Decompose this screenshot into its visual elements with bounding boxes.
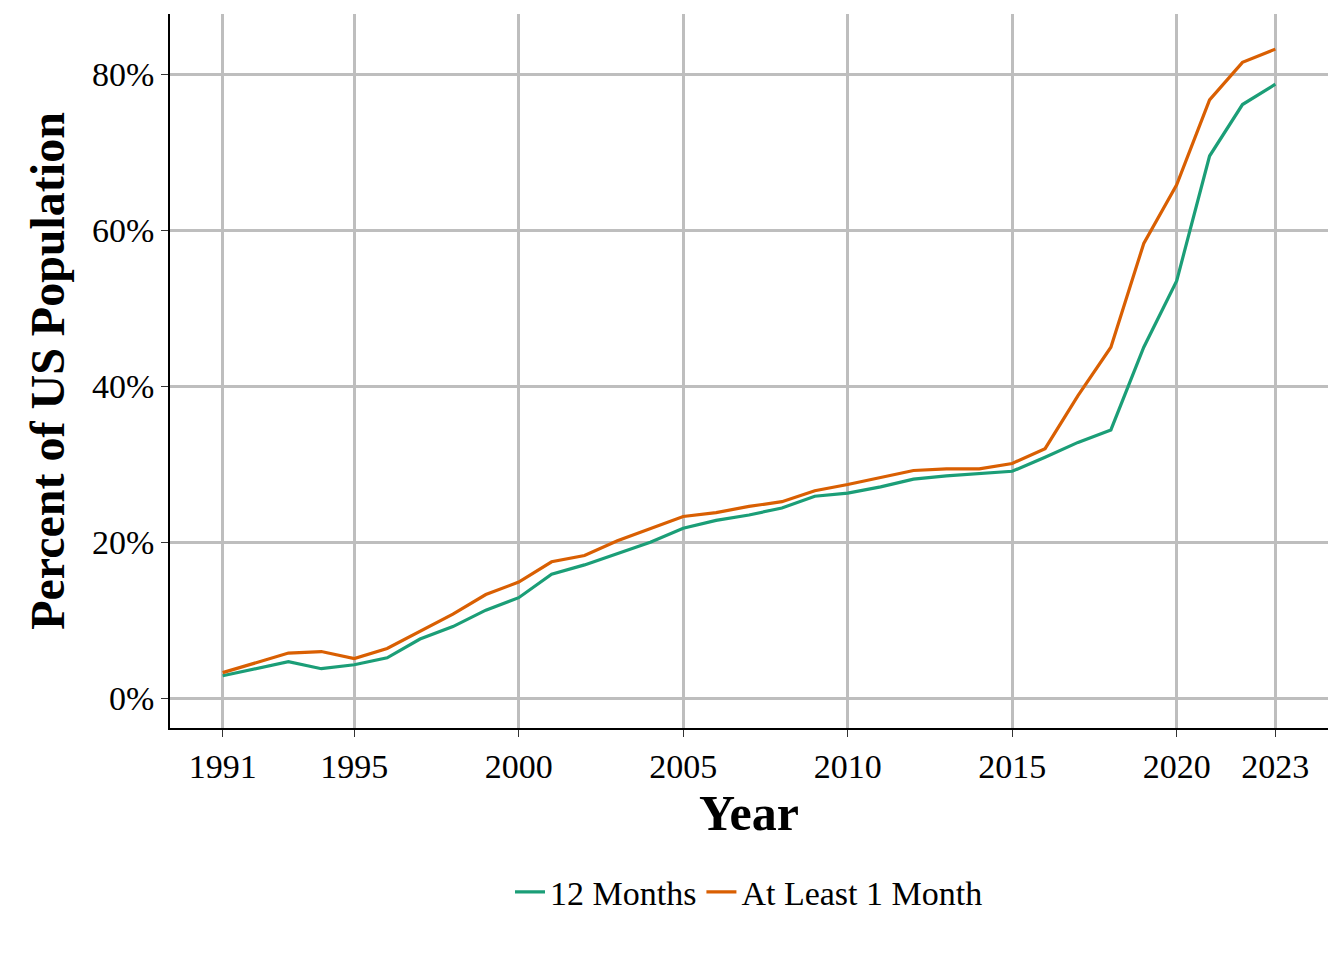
svg-text:1995: 1995 [320,748,388,785]
svg-text:2010: 2010 [814,748,882,785]
svg-text:2005: 2005 [649,748,717,785]
svg-text:2023: 2023 [1241,748,1309,785]
svg-text:2015: 2015 [978,748,1046,785]
svg-text:Percent of US Population: Percent of US Population [21,112,74,630]
svg-text:At Least 1 Month: At Least 1 Month [741,875,982,912]
svg-text:2000: 2000 [485,748,553,785]
svg-text:0%: 0% [109,680,154,717]
svg-text:12 Months: 12 Months [550,875,696,912]
svg-text:2020: 2020 [1143,748,1211,785]
svg-text:1991: 1991 [189,748,257,785]
svg-text:60%: 60% [92,212,154,249]
svg-text:80%: 80% [92,56,154,93]
svg-text:40%: 40% [92,368,154,405]
svg-text:Year: Year [699,785,799,841]
svg-text:20%: 20% [92,524,154,561]
